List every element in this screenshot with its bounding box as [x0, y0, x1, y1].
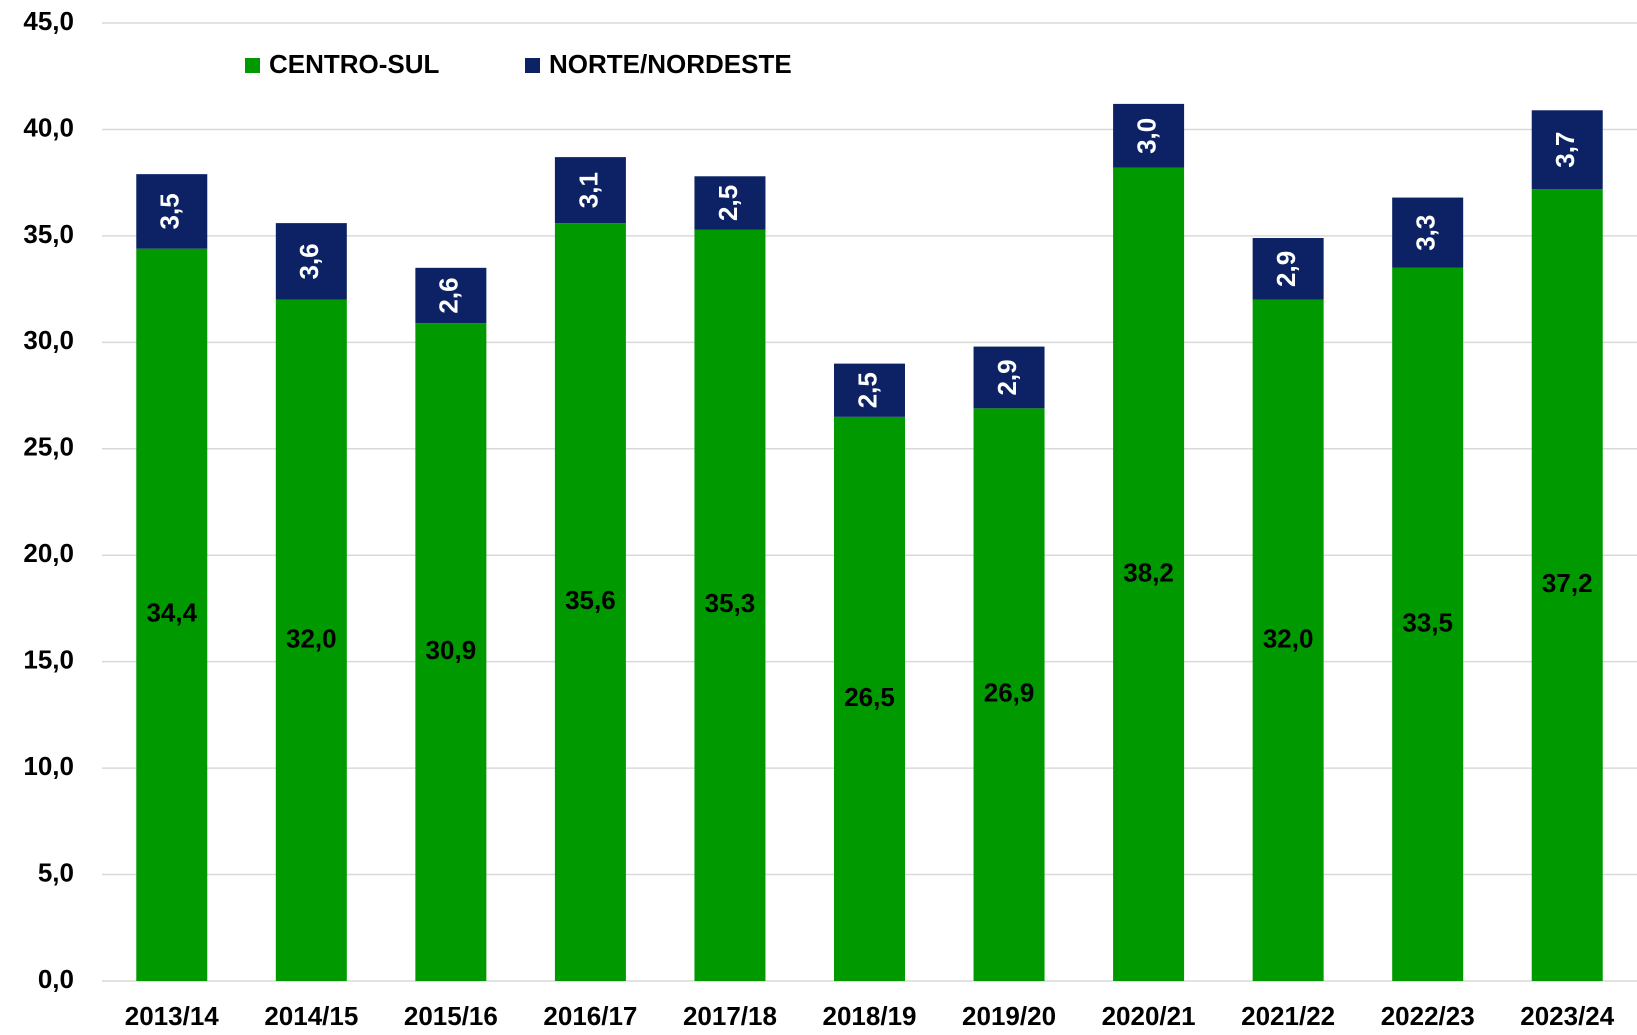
bar-segment — [834, 363, 905, 417]
data-label: 2,9 — [992, 359, 1022, 395]
x-tick-label: 2018/19 — [823, 1001, 917, 1031]
data-label: 3,6 — [294, 243, 324, 279]
bar-segment — [275, 223, 347, 300]
data-label: 38,2 — [1123, 557, 1174, 587]
bar-segment — [694, 176, 766, 230]
data-label: 3,3 — [1411, 215, 1441, 251]
bar-segment — [554, 157, 626, 224]
bar-segment — [136, 174, 208, 249]
x-tick-label: 2019/20 — [962, 1001, 1056, 1031]
data-label: 32,0 — [1263, 623, 1314, 653]
bar-segment — [415, 323, 487, 981]
data-label: 2,5 — [713, 185, 743, 221]
y-tick-label: 30,0 — [23, 325, 74, 355]
bar-segment — [1392, 267, 1464, 981]
bar-segment — [1113, 103, 1185, 168]
bar-segment — [1113, 167, 1185, 981]
data-label: 35,3 — [705, 588, 756, 618]
y-tick-label: 10,0 — [23, 751, 74, 781]
data-label: 3,7 — [1550, 132, 1580, 168]
x-tick-label: 2023/24 — [1520, 1001, 1615, 1031]
x-tick-label: 2021/22 — [1241, 1001, 1335, 1031]
y-tick-label: 35,0 — [23, 219, 74, 249]
bar-segment — [1252, 299, 1324, 981]
y-tick-label: 5,0 — [38, 857, 74, 887]
y-tick-label: 25,0 — [23, 432, 74, 462]
bar-segment — [973, 408, 1045, 982]
x-tick-label: 2020/21 — [1102, 1001, 1196, 1031]
data-label: 26,9 — [984, 678, 1035, 708]
data-label: 32,0 — [286, 623, 337, 653]
bar-segment — [415, 267, 487, 324]
bar-segment — [136, 248, 208, 981]
data-label: 3,0 — [1131, 118, 1161, 154]
x-tick-label: 2022/23 — [1381, 1001, 1475, 1031]
bar-segment — [554, 223, 626, 982]
x-tick-label: 2014/15 — [264, 1001, 358, 1031]
x-tick-label: 2013/14 — [125, 1001, 220, 1031]
data-label: 33,5 — [1402, 607, 1453, 637]
bar-segment — [275, 299, 347, 981]
data-label: 3,5 — [155, 193, 185, 229]
legend-swatch — [245, 58, 260, 73]
bar-segment — [973, 346, 1045, 409]
legend-label: CENTRO-SUL — [269, 49, 440, 79]
legend-label: NORTE/NORDESTE — [549, 49, 792, 79]
data-label: 34,4 — [146, 598, 197, 628]
y-tick-label: 40,0 — [23, 112, 74, 142]
data-label: 2,9 — [1271, 251, 1301, 287]
x-tick-label: 2016/17 — [543, 1001, 637, 1031]
x-tick-label: 2017/18 — [683, 1001, 777, 1031]
y-tick-label: 0,0 — [38, 964, 74, 994]
bar-segment — [694, 229, 766, 982]
y-tick-label: 20,0 — [23, 538, 74, 568]
bar-segment — [1252, 238, 1324, 300]
data-label: 2,5 — [852, 372, 882, 408]
bar-segment — [1531, 189, 1603, 981]
bar-segment — [1392, 197, 1464, 268]
bar-segment — [1531, 110, 1603, 190]
y-tick-label: 45,0 — [23, 6, 74, 36]
data-label: 2,6 — [434, 277, 464, 313]
data-label: 26,5 — [844, 682, 895, 712]
data-label: 30,9 — [426, 635, 477, 665]
legend-swatch — [525, 58, 540, 73]
y-tick-label: 15,0 — [23, 645, 74, 675]
bar-segment — [834, 416, 905, 981]
x-tick-label: 2015/16 — [404, 1001, 498, 1031]
data-label: 37,2 — [1542, 568, 1593, 598]
data-label: 35,6 — [565, 585, 616, 615]
data-label: 3,1 — [573, 172, 603, 208]
